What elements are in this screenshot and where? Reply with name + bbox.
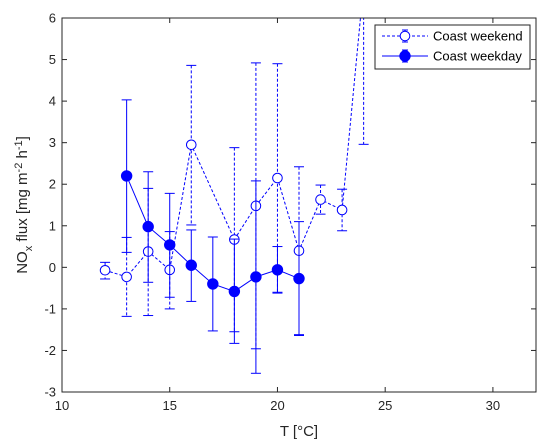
x-tick-label: 10 (55, 398, 69, 413)
data-point (272, 172, 283, 184)
legend-box (374, 24, 531, 70)
series-layer (99, 18, 369, 374)
y-axis-label-part: ] (14, 136, 31, 140)
y-tick-label: 2 (49, 177, 56, 192)
data-point (271, 264, 284, 276)
legend-label: Coast weekday (433, 49, 522, 64)
y-axis-label-part: -1 (13, 140, 25, 150)
data-point (250, 271, 262, 283)
data-point (207, 278, 219, 290)
y-axis-label-part: flux [mg m (14, 172, 31, 245)
data-point (336, 204, 348, 216)
data-point (164, 239, 176, 251)
data-point (99, 264, 111, 276)
data-point (185, 259, 197, 271)
data-point (293, 272, 305, 285)
x-tick-label: 15 (162, 398, 176, 413)
y-tick-label: 0 (49, 260, 56, 275)
legend-entry: Coast weekday (382, 49, 522, 64)
plot-area-frame (61, 17, 537, 393)
series-coast-weekday (120, 99, 305, 374)
legend-marker (399, 50, 411, 62)
data-point (120, 170, 133, 182)
axes-ticks: 10 15 20 25 30 -3 -2 -1 0 1 2 3 4 5 6 (44, 11, 536, 413)
data-point (315, 194, 326, 205)
x-tick-label: 25 (378, 398, 392, 413)
x-tick-label: 30 (486, 398, 500, 413)
x-tick-label: 20 (270, 398, 284, 413)
y-tick-label: 3 (49, 135, 56, 150)
legend-label: Coast weekend (433, 29, 523, 44)
x-axis-label: T [°C] (280, 423, 318, 440)
y-axis-label-part: -2 (13, 163, 25, 173)
y-axis-label-part: h (14, 150, 31, 163)
data-point (121, 271, 132, 283)
y-axis-label-part: x (23, 245, 35, 251)
data-point (142, 220, 154, 233)
y-tick-label: -3 (44, 385, 56, 400)
y-axis-label-part: NO (14, 251, 31, 274)
y-tick-label: 6 (49, 11, 56, 26)
y-tick-label: -2 (44, 343, 56, 358)
y-tick-label: 5 (49, 52, 56, 67)
data-point (228, 285, 241, 298)
y-tick-label: -1 (44, 301, 56, 316)
legend-marker (399, 30, 411, 42)
y-tick-label: 1 (49, 218, 56, 233)
y-tick-label: 4 (49, 94, 56, 109)
legend-entry: Coast weekend (382, 29, 523, 44)
y-axis-label: NOx flux [mg m-2 h-1] (13, 136, 35, 274)
data-point (185, 139, 197, 151)
legend: Coast weekend Coast weekday (374, 24, 531, 70)
